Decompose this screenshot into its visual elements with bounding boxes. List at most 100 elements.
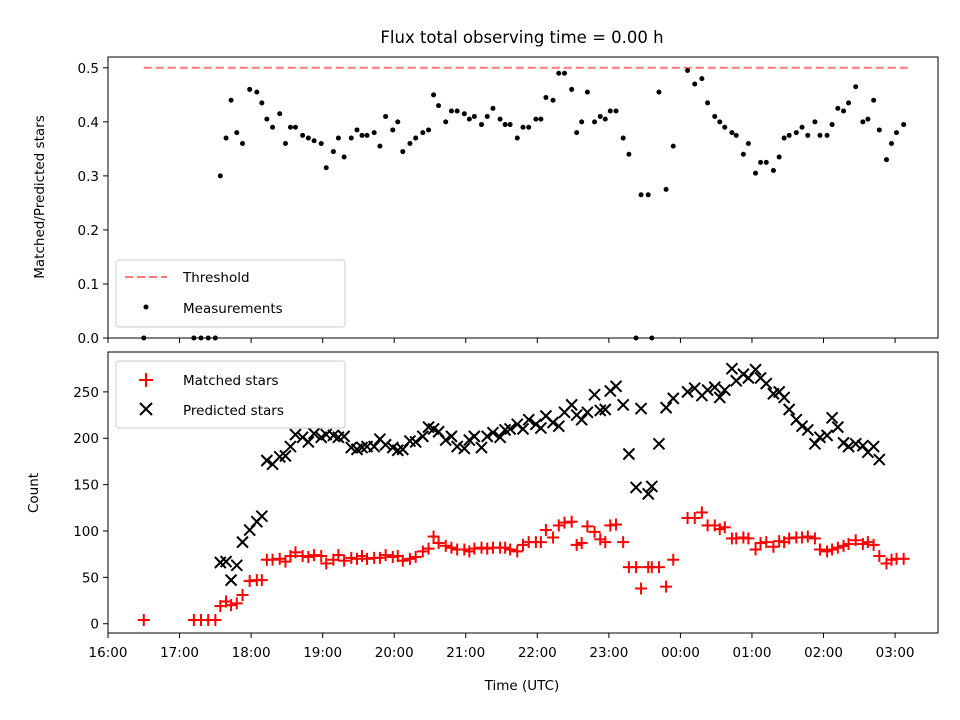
x-tick-label: 16:00 [89,645,128,661]
predicted-star-mark [386,441,399,454]
matched-star-point [588,525,601,538]
matched-star-point [517,538,529,551]
measurement-point [270,124,276,130]
matched-star-point [320,557,333,570]
predicted-star-mark [599,403,612,416]
matched-star-point [547,531,560,544]
predicted-star-mark [486,426,500,439]
predicted-star-point [409,435,422,449]
measurement-point [448,108,454,114]
top-y-ticks: 0.0 0.1 0.2 0.3 0.4 0.5 [78,61,108,347]
matched-star-point [539,524,552,537]
measurement-point [597,113,603,119]
predicted-star-point [534,421,548,435]
bottom-panel: 0 50 100 150 200 250 16:00 17:00 18:00 19:00 20:0… [26,351,939,694]
measurement-point [259,100,265,106]
measurement-point [607,108,613,114]
measurement-point [400,149,406,155]
predicted-star-point [481,430,494,443]
predicted-star-point [219,555,233,568]
x-tick-label: 03:00 [876,645,915,661]
measurement-point [722,124,728,130]
matched-star-point [767,540,780,553]
matched-star-point [552,519,565,532]
matched-star-point [422,542,435,555]
predicted-star-mark [337,430,351,443]
predicted-star-point [659,401,673,414]
predicted-star-point [279,449,292,463]
matched-star-point [409,550,422,563]
top-x-ticks [107,338,896,343]
predicted-star-mark [516,422,530,436]
predicted-star-point [260,454,274,467]
bottom-y-tick-label: 150 [73,478,99,494]
matched-star-point [652,561,665,574]
measurement-point [502,122,508,128]
predicted-star-mark [219,555,233,568]
measurement-point [526,124,532,130]
predicted-star-point [379,438,392,451]
matched-star-point [403,552,416,565]
predicted-star-mark [801,423,814,437]
measurement-point [633,335,639,341]
measurement-point [824,132,830,138]
measurement-point [876,127,882,133]
top-y-axis-label: Matched/Predicted stars [32,115,48,278]
measurement-point [223,135,229,141]
predicted-star-point [302,435,315,449]
measurement-point [490,105,496,111]
measurement-point [705,100,711,106]
matched-star-point [599,536,612,549]
predicted-star-point [575,413,588,426]
measurement-point [829,122,835,128]
legend-matched-label: Matched stars [183,373,279,389]
measurement-point [543,95,549,101]
measurement-point [436,103,442,109]
matched-star-point [821,545,834,558]
predicted-star-point [831,420,845,434]
predicted-star-mark [622,447,636,461]
predicted-star-mark [808,437,822,451]
predicted-star-mark [688,381,701,395]
matched-star-point [432,537,445,550]
predicted-star-point [493,431,507,444]
matched-star-point [458,543,471,556]
predicted-star-point [622,447,636,461]
measurement-point [426,127,432,133]
x-tick-label: 23:00 [589,645,628,661]
measurement-point [556,70,562,76]
measurement-point [888,140,894,146]
predicted-star-mark [777,391,791,404]
matched-star-point [236,588,249,601]
measurement-point [645,192,651,198]
predicted-star-point [713,391,726,404]
predicted-star-point [230,559,244,572]
x-tick-label: 18:00 [232,645,271,661]
measurement-point [763,159,769,165]
predicted-star-point [820,429,834,442]
predicted-star-point [416,430,430,443]
measurement-point [254,89,260,95]
predicted-star-point [749,363,762,376]
matched-star-point [630,561,643,574]
matched-star-point [302,550,315,563]
predicted-star-mark [289,428,302,441]
matched-star-point [225,599,238,612]
predicted-star-mark [813,431,827,444]
predicted-star-point [236,535,249,549]
x-tick-label: 22:00 [518,645,557,661]
predicted-star-point [634,402,648,415]
predicted-star-point [609,380,623,393]
measurement-point [569,86,575,92]
measurement-point [359,132,365,138]
measurement-point [198,335,204,341]
predicted-star-point [439,433,452,447]
matched-star-point [826,543,839,556]
measurement-point [753,170,759,176]
predicted-star-point [825,411,839,425]
bottom-y-tick-label: 250 [73,385,99,401]
measurement-point [471,113,477,119]
top-legend: Threshold Measurements [115,259,346,328]
legend-predicted-label: Predicted stars [183,403,284,419]
measurement-point [264,116,270,122]
